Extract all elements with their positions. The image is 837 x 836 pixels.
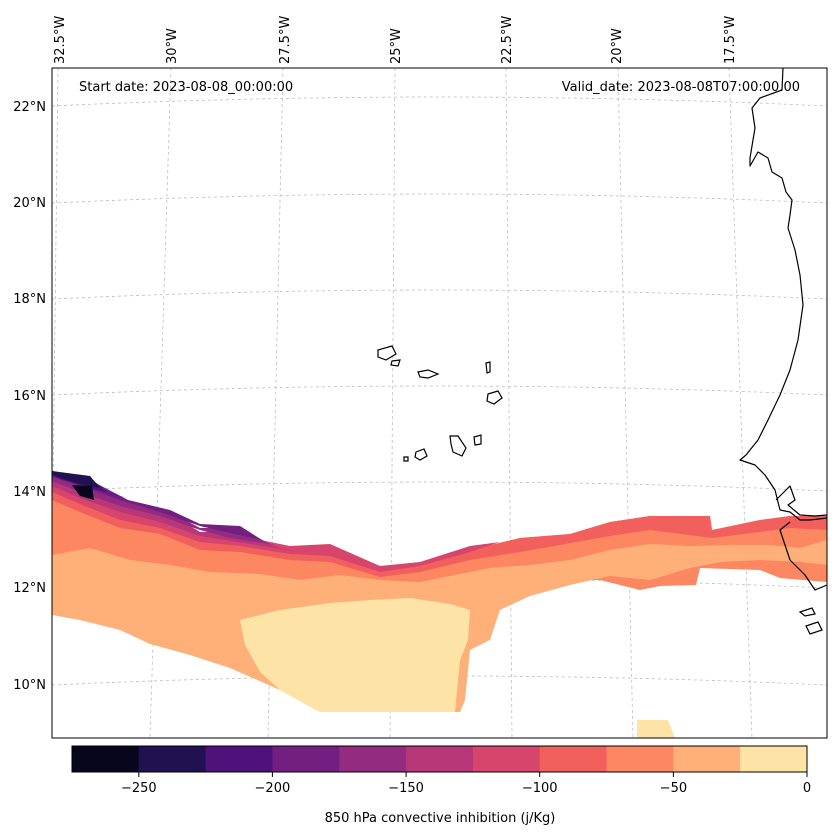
meridian-32.5w [52,68,59,605]
colorbar-swatch [205,746,273,772]
colorbar-swatch [740,746,808,772]
colorbar-swatch [539,746,608,772]
coastlines [739,68,827,635]
parallel-14n [52,481,827,492]
colorbar-tick-label: −200 [255,781,291,796]
lon-label-27.5w: 27.5°W [278,16,293,64]
map-area [52,68,827,738]
bijagos-island-2 [805,621,823,635]
maio-island [473,434,482,446]
meridian-20w [617,68,634,738]
colorbar-swatch [339,746,407,772]
cin-field-250-225 [52,471,100,488]
lat-label-16n: 16°N [13,389,46,404]
lat-label-18n: 18°N [13,292,46,307]
cape-verde-islands [377,345,503,462]
map-frame [51,67,828,739]
cin-field-275-250 [72,485,94,500]
colorbar-swatch [72,746,140,772]
meridian-22.5w [505,68,513,738]
bijagos-island [798,607,816,617]
lat-label-14n: 14°N [13,485,46,500]
lon-label-32.5w: 32.5°W [53,16,68,64]
fogo-island [414,448,428,461]
colorbar [72,746,808,772]
santiago-island [449,435,467,457]
colorbar-swatch [272,746,340,772]
latitude-labels: 22°N 20°N 18°N 16°N 14°N 12°N 10°N [13,100,46,693]
boa-vista-island [486,390,503,405]
cin-field-200-175 [52,471,262,540]
colorbar-swatch [606,746,674,772]
lat-label-22n: 22°N [13,100,46,115]
colorbar-tick-label: −150 [388,781,424,796]
colorbar-title: 850 hPa convective inhibition (j/Kg) [325,811,556,826]
start-date-text: Start date: 2023-08-08_00:00:00 [79,80,293,95]
lat-label-12n: 12°N [13,581,46,596]
lon-label-17.5w: 17.5°W [723,16,738,64]
colorbar-swatch [673,746,741,772]
colorbar-tick-label: −250 [121,781,157,796]
colorbar-swatch [138,746,207,772]
valid-date-text: Valid_date: 2023-08-08T07:00:00.00 [562,80,800,95]
lon-label-25w: 25°W [389,28,404,64]
colorbar-ticks: −250 −200 −150 −100 −50 0 [121,772,811,796]
sao-vicente-island [390,359,401,367]
meridian-17.5w [728,68,753,738]
longitude-labels: 32.5°W 30°W 27.5°W 25°W 22.5°W 20°W 17.5… [53,16,738,64]
cin-field-125-100 [52,471,500,572]
lon-label-20w: 20°W [610,28,625,64]
lon-label-22.5w: 22.5°W [500,16,515,64]
lat-label-20n: 20°N [13,196,46,211]
parallel-20n [52,193,827,204]
parallel-22n [52,96,827,107]
santo-antao-island [377,345,397,361]
cin-field-100-75 [52,471,827,577]
gambia-guinea-coast [775,485,827,591]
colorbar-tick-label: 0 [803,781,811,796]
cin-filled-contours [52,471,827,738]
parallel-18n [52,289,827,300]
parallel-10n [52,675,827,686]
colorbar-frame [71,745,808,773]
colorbar-swatch [472,746,541,772]
colorbar-swatch [406,746,474,772]
brava-island [403,456,409,462]
lat-label-10n: 10°N [13,678,46,693]
colorbar-tick-label: −50 [660,781,687,796]
cin-field-25-0 [240,598,470,712]
sal-island [485,361,491,374]
sao-nicolau-island [417,369,440,379]
colorbar-tick-label: −100 [522,781,558,796]
parallel-16n [52,385,827,396]
africa-coast [739,68,827,521]
cin-field-25-0-south [637,720,675,738]
lon-label-30w: 30°W [165,28,180,64]
